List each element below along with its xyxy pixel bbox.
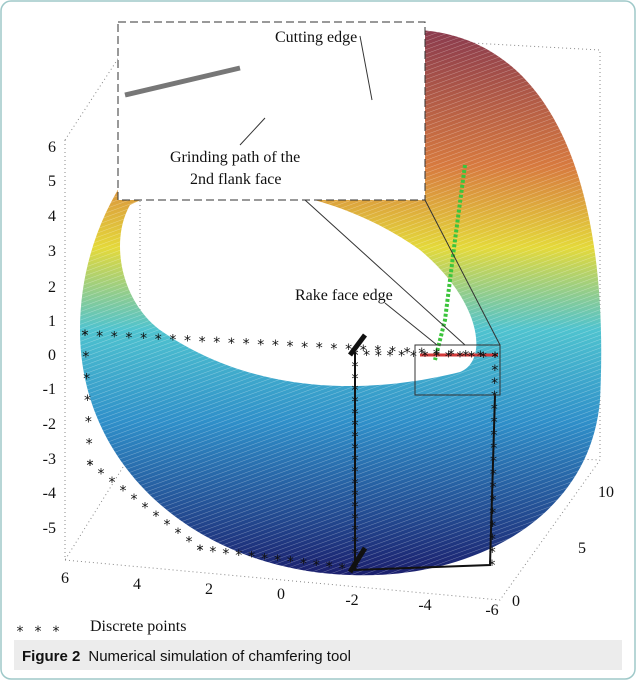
point: * [175, 526, 182, 542]
annotation: Cutting edge [275, 29, 357, 46]
x-tick-label: -2 [345, 592, 358, 609]
point: * [326, 560, 333, 576]
z-tick-label: -1 [43, 381, 56, 398]
point: * [287, 555, 294, 571]
z-tick-label: -5 [43, 520, 56, 537]
point: * [125, 330, 132, 346]
z-tick-label: -2 [43, 416, 56, 433]
y-tick-label: 0 [512, 593, 520, 610]
point: * [96, 329, 103, 345]
point: * [53, 624, 60, 640]
point: * [287, 339, 294, 355]
z-tick-label: 6 [48, 139, 56, 156]
point: * [352, 348, 359, 364]
z-tick-label: -4 [43, 485, 56, 502]
caption-text: Numerical simulation of chamfering tool [88, 648, 351, 665]
point: * [86, 436, 93, 452]
z-tick-label: 4 [48, 208, 56, 225]
point: * [422, 349, 429, 365]
point: * [155, 332, 162, 348]
point: * [35, 624, 42, 640]
point: * [228, 336, 235, 352]
point: * [140, 331, 147, 347]
point: * [131, 492, 138, 508]
point: * [83, 371, 90, 387]
point: * [87, 458, 94, 474]
point: * [410, 349, 417, 365]
x-tick-label: 6 [61, 570, 69, 587]
point: * [82, 328, 89, 344]
point: * [489, 558, 496, 574]
point: * [82, 350, 89, 366]
z-tick-label: 2 [48, 279, 56, 296]
point: * [257, 337, 264, 353]
point: * [169, 333, 176, 349]
point: * [480, 350, 487, 366]
y-tick-label: 10 [598, 484, 614, 501]
annotation: Grinding path of the [170, 149, 300, 166]
x-tick-label: -6 [485, 602, 498, 619]
point: * [300, 556, 307, 572]
point: * [17, 624, 24, 640]
point: * [164, 518, 171, 534]
point: * [248, 550, 255, 566]
point: * [213, 335, 220, 351]
point: * [330, 341, 337, 357]
z-tick-label: 1 [48, 313, 56, 330]
annotation: 2nd flank face [190, 171, 282, 188]
point: * [398, 349, 405, 365]
point: * [352, 558, 359, 574]
point: * [274, 553, 281, 569]
point: * [84, 393, 91, 409]
point: * [222, 546, 229, 562]
x-tick-label: -4 [418, 597, 431, 614]
point: * [316, 341, 323, 357]
point: * [339, 561, 346, 577]
point: * [261, 551, 268, 567]
point: * [142, 501, 149, 517]
z-tick-label: 5 [48, 173, 56, 190]
x-tick-label: 2 [205, 581, 213, 598]
point: * [120, 484, 127, 500]
point: * [186, 535, 193, 551]
point: * [199, 334, 206, 350]
point: * [313, 558, 320, 574]
caption: Figure 2 Numerical simulation of chamferi… [22, 648, 351, 665]
z-tick-label: 3 [48, 243, 56, 260]
point: * [111, 330, 118, 346]
point: * [272, 338, 279, 354]
caption-label: Figure 2 [22, 648, 80, 665]
point: * [363, 348, 370, 364]
point: * [184, 334, 191, 350]
point: * [445, 349, 452, 365]
y-tick-label: 5 [578, 540, 586, 557]
x-tick-label: 0 [277, 586, 285, 603]
point: * [85, 415, 92, 431]
point: * [387, 349, 394, 365]
x-tick-label: 4 [133, 576, 141, 593]
point: * [235, 548, 242, 564]
point: * [243, 337, 250, 353]
point: * [301, 340, 308, 356]
point: * [457, 350, 464, 366]
point: * [197, 543, 204, 559]
figure: * * * * * * * * * * * * * * * * * * * * * * * * * * * * * * * * * * * * * * * *… [0, 0, 636, 680]
point: * [433, 349, 440, 365]
z-tick-label: 0 [48, 347, 56, 364]
point: * [153, 509, 160, 525]
legend-label: Discrete points [90, 618, 186, 635]
point: * [98, 467, 105, 483]
point: * [109, 475, 116, 491]
annotation: Rake face edge [295, 287, 393, 304]
page: * * * * * * * * * * * * * * * * * * * * * * * * * * * * * * * * * * * * * * * *… [0, 0, 636, 680]
z-tick-label: -3 [43, 451, 56, 468]
point: * [209, 545, 216, 561]
point: * [375, 348, 382, 364]
point: * [468, 350, 475, 366]
